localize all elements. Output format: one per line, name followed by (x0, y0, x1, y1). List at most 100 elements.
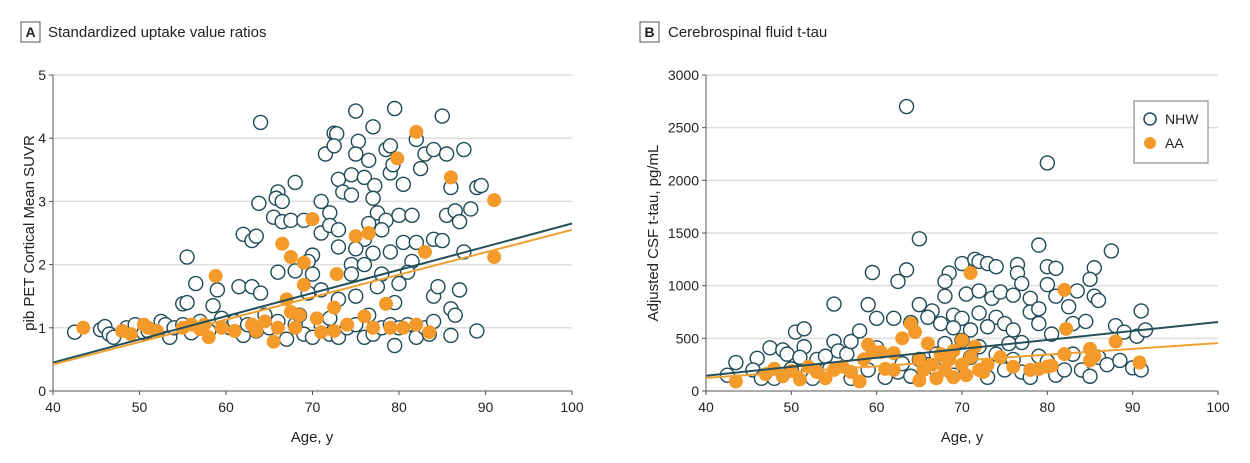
panel-a-nhw-point (179, 294, 195, 311)
panel-b-aa-point (1057, 282, 1072, 297)
panel-b-aa-point (980, 357, 995, 372)
panel-a-aa-point (288, 320, 303, 335)
panel-a-nhw-point (313, 193, 329, 210)
panel-b-nhw-point (992, 284, 1009, 300)
panel-b-nhw-point (860, 296, 876, 313)
y-tick-label: 5 (38, 67, 46, 83)
panel-a-nhw-point (350, 133, 367, 150)
panel-a-nhw-point (430, 279, 446, 295)
panel-a-nhw-point (252, 285, 269, 301)
panel-b-aa-point (1044, 358, 1059, 373)
panel-a-nhw-point (304, 266, 321, 282)
panel-a-aa-point (443, 170, 458, 185)
legend-aa-label: AA (1165, 135, 1184, 151)
panel-a-aa-point (409, 124, 424, 139)
panel-a-aa-point (275, 236, 290, 251)
panel-b-nhw-point (792, 349, 808, 365)
panel-b-plot: 0 500 1000 1500 2000 2500 3000 40 50 60 70 80 90 100 (668, 67, 1230, 415)
panel-b-nhw-point (971, 283, 987, 299)
panel-a-nhw-point (326, 138, 342, 154)
x-tick-label: 70 (954, 399, 970, 415)
panel-a-nhw-point (367, 177, 383, 194)
x-tick-label: 40 (698, 399, 714, 415)
panel-b-aa-point (873, 345, 888, 360)
panel-b-aa-point (1087, 349, 1102, 364)
panel-a-nhw-point (365, 119, 381, 135)
panel-a-nhw-point (343, 167, 360, 183)
panel-b-nhw-point (1039, 276, 1056, 293)
panel-a-nhw-point (330, 171, 347, 187)
panel-b-aa-point (1006, 359, 1021, 374)
panel-b-nhw-point (1005, 322, 1021, 338)
panel-a-nhw-point (463, 201, 479, 217)
x-tick-label: 100 (1206, 399, 1230, 415)
panel-a-aa-point (366, 320, 381, 335)
panel-a-nhw-point (188, 275, 204, 292)
panel-b-nhw-point (1048, 260, 1064, 276)
panel-b-nhw-point (1014, 275, 1030, 292)
panel-a-aa-point (487, 250, 502, 265)
panel-b-nhw-point (1069, 283, 1085, 299)
x-tick-label: 70 (305, 399, 321, 415)
panel-b-nhw-point (1090, 292, 1107, 309)
panel-a-nhw-point (251, 195, 267, 211)
panel-a-header: A Standardized uptake value ratios (20, 21, 266, 43)
panel-b-nhw-point (932, 315, 949, 332)
panel-a-aa-point (257, 314, 272, 329)
panel-a-aa-point (123, 327, 138, 342)
panel-a-aa-point (309, 311, 324, 326)
legend-nhw-marker-icon (1143, 112, 1157, 126)
x-tick-label: 50 (132, 399, 148, 415)
panel-a-nhw-point (408, 234, 424, 251)
panel-b-nhw-point (1060, 299, 1077, 315)
panel-b-x-axis-label: Age, y (941, 429, 984, 446)
panel-b-nhw-point (988, 259, 1004, 275)
y-tick-label: 500 (676, 330, 700, 346)
panel-b-label: B (644, 24, 654, 40)
panel-b-nhw-point (890, 273, 906, 290)
panel-a-nhw-point (382, 138, 399, 154)
panel-a-aa-point (329, 267, 344, 282)
x-tick-label: 90 (478, 399, 494, 415)
legend-nhw-label: NHW (1165, 111, 1199, 127)
panel-b-aa-point (955, 333, 969, 348)
panel-a-nhw-point (395, 234, 412, 251)
panel-a-nhw-point (404, 207, 420, 224)
panel-a-nhw-point (278, 331, 295, 347)
panel-b-aa-point (925, 357, 940, 372)
panel-b-aa-point (920, 336, 935, 351)
panel-b-nhw-point (971, 305, 987, 321)
panel-a-nhw-point (348, 146, 364, 162)
panel-a-nhw-point (231, 279, 247, 295)
panel-a-nhw-point (447, 307, 463, 323)
panel-a-nhw-point (179, 249, 195, 265)
y-tick-label: 1500 (668, 225, 699, 241)
panel-a-nhw-point (252, 114, 269, 131)
panel-b-nhw-point (898, 98, 915, 115)
panel-b-aa-point (1059, 321, 1074, 336)
panel-a-aa-point (348, 229, 363, 244)
panel-a-nhw-point (322, 205, 338, 221)
panel-b-aa-fit-line (705, 342, 1219, 379)
panel-b-nhw-point (839, 346, 855, 362)
panel-a-aa-point (305, 212, 320, 227)
panel-a-nhw-point (348, 241, 364, 257)
legend-aa-marker-icon (1144, 137, 1156, 149)
y-tick-label: 2500 (668, 120, 699, 136)
panel-a-aa-point (361, 226, 376, 240)
panel-b-aa-point (792, 372, 807, 387)
x-tick-label: 60 (218, 399, 234, 415)
panel-b-nhw-point (864, 264, 881, 281)
panel-a-aa-point (487, 193, 502, 208)
panel-b-aa-point (946, 370, 961, 385)
panel-b-nhw-point (962, 322, 979, 338)
y-tick-label: 1000 (668, 278, 699, 294)
panel-b-aa-point (895, 331, 910, 346)
panel-a-nhw-point (374, 222, 390, 238)
panel-b-nhw-point (1031, 301, 1047, 317)
panel-a-nhw-point (365, 245, 381, 261)
panel-b-nhw-point (1031, 315, 1047, 332)
panel-a-nhw-point (270, 264, 286, 280)
panel-b-nhw-point (868, 310, 885, 327)
panel-a-nhw-point (330, 222, 347, 238)
